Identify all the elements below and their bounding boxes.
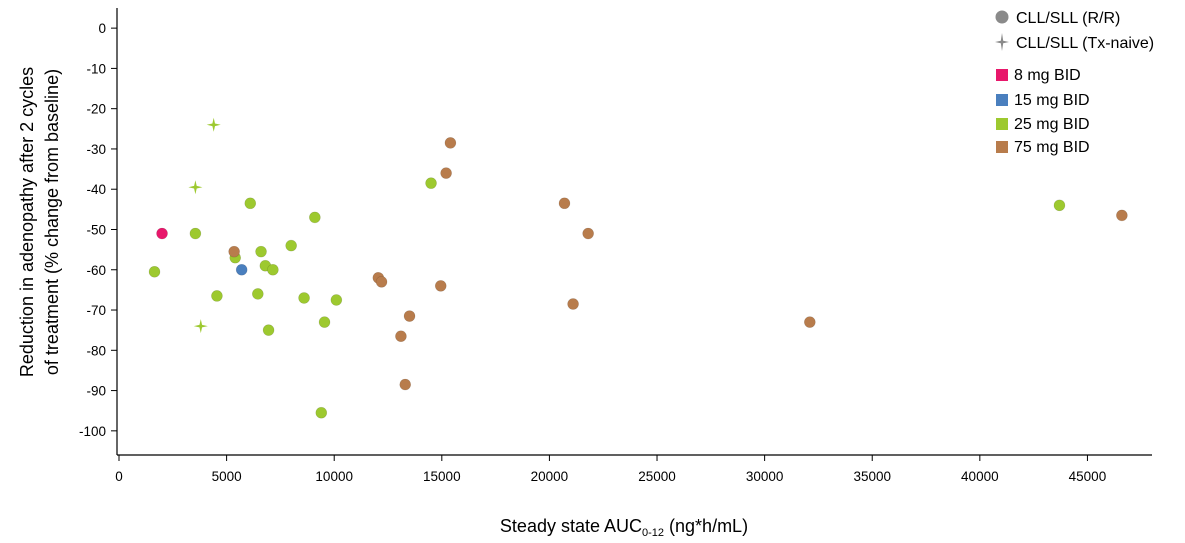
x-tick-label: 15000 (423, 469, 461, 484)
data-point (804, 316, 816, 328)
data-point (262, 324, 275, 336)
legend-rr-marker (995, 10, 1009, 24)
data-point (267, 263, 279, 276)
data-point-star (188, 180, 203, 195)
data-point (330, 294, 343, 306)
data-point (1053, 199, 1066, 212)
x-tick-label: 45000 (1069, 469, 1107, 484)
y-tick-label: -40 (86, 182, 106, 197)
data-point (189, 227, 202, 240)
data-point (148, 265, 161, 278)
data-point (298, 292, 310, 304)
y-tick-label: -80 (86, 343, 106, 358)
data-point-star (193, 319, 208, 334)
data-point (228, 245, 240, 258)
x-ticks: 0 5000 10000 15000 20000 25000 30000 35000 40000… (115, 455, 1106, 484)
data-point (395, 330, 407, 343)
data-point (444, 137, 457, 149)
legend-8mg-swatch (996, 69, 1008, 81)
y-ticks: 0 -10 -20 -30 -40 -50 -60 -70 -80 -90 -100 (79, 21, 117, 439)
y-tick-label: -30 (86, 142, 106, 157)
data-point (318, 316, 331, 328)
data-point (403, 310, 416, 322)
data-point (211, 290, 223, 302)
data-point-star (206, 117, 221, 132)
data-point (440, 167, 452, 179)
legend-rr-label: CLL/SLL (R/R) (1016, 10, 1120, 27)
x-axis-title-main: Steady state AUC (500, 516, 642, 536)
axes: 0 5000 10000 15000 20000 25000 30000 35000 40000… (79, 8, 1152, 484)
x-tick-label: 35000 (853, 469, 891, 484)
data-points (148, 117, 1128, 419)
legend-8mg-label: 8 mg BID (1014, 67, 1081, 84)
y-tick-label: -50 (86, 222, 106, 237)
y-tick-label: -60 (86, 263, 106, 278)
legend-25mg-swatch (996, 118, 1008, 130)
data-point (399, 378, 412, 391)
legend-75mg-label: 75 mg BID (1014, 139, 1090, 156)
x-tick-label: 5000 (212, 469, 242, 484)
legend-75mg-swatch (996, 141, 1008, 153)
x-axis-title-subscript: 0-12 (642, 527, 664, 539)
legend-tx-naive-label: CLL/SLL (Tx-naive) (1016, 35, 1154, 52)
data-point (244, 197, 257, 210)
y-tick-label: -100 (79, 424, 106, 439)
x-tick-label: 10000 (315, 469, 353, 484)
x-tick-label: 30000 (746, 469, 784, 484)
legend-tx-naive-marker (995, 33, 1009, 51)
data-point (1116, 209, 1128, 222)
data-point (235, 263, 248, 276)
data-point (255, 245, 267, 258)
y-tick-label: 0 (98, 21, 106, 36)
y-tick-label: -70 (86, 303, 106, 318)
x-axis-title: Steady state AUC0-12 (ng*h/mL) (500, 516, 748, 539)
legend: CLL/SLL (R/R) CLL/SLL (Tx-naive) 8 mg BI… (995, 10, 1154, 156)
y-tick-label: -20 (86, 102, 106, 117)
y-axis-title-line1: Reduction in adenopathy after 2 cycles (17, 67, 37, 377)
data-point (558, 197, 571, 210)
data-point (434, 280, 447, 292)
x-axis-title-unit: (ng*h/mL) (664, 516, 748, 536)
data-point (582, 227, 594, 240)
x-tick-label: 25000 (638, 469, 676, 484)
y-axis-title-line2: of treatment (% change from baseline) (42, 69, 62, 375)
y-tick-label: -10 (86, 61, 106, 76)
data-point (285, 239, 297, 252)
legend-15mg-label: 15 mg BID (1014, 92, 1090, 109)
data-point (252, 288, 264, 300)
data-point (309, 211, 321, 224)
data-point (375, 276, 388, 288)
data-point (156, 227, 168, 240)
y-tick-label: -90 (86, 384, 106, 399)
data-point (567, 298, 579, 310)
data-point (425, 177, 437, 189)
x-tick-label: 20000 (531, 469, 569, 484)
data-point (315, 406, 328, 419)
legend-15mg-swatch (996, 94, 1008, 106)
x-tick-label: 40000 (961, 469, 999, 484)
x-tick-label: 0 (115, 469, 123, 484)
legend-25mg-label: 25 mg BID (1014, 116, 1090, 133)
